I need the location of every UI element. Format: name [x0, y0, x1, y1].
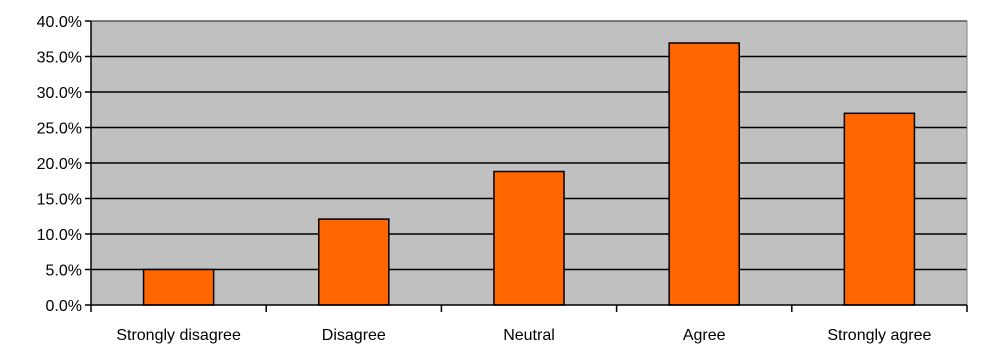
bar-strongly-agree: [843, 112, 916, 306]
y-tick-label: 20.0%: [37, 156, 82, 173]
y-tick-label: 35.0%: [37, 50, 82, 67]
bars: [142, 42, 916, 306]
bar-disagree: [318, 218, 390, 306]
bar-strongly-disagree: [142, 268, 215, 306]
y-tick-label: 0.0%: [46, 298, 82, 315]
y-tick-label: 5.0%: [46, 263, 82, 280]
y-tick-labels: 0.0% 5.0% 10.0% 15.0% 20.0% 25.0% 30.0% 35.0% 40…: [37, 14, 82, 315]
x-tick-label: Strongly disagree: [116, 327, 241, 344]
bar-agree: [668, 42, 740, 306]
y-tick-label: 10.0%: [37, 227, 82, 244]
y-tick-label: 30.0%: [37, 85, 82, 102]
x-tick-label: Strongly agree: [827, 327, 931, 344]
x-tick-label: Neutral: [503, 327, 555, 344]
y-tick-label: 15.0%: [37, 192, 82, 209]
x-tick-label: Agree: [683, 327, 726, 344]
y-tick-label: 40.0%: [37, 14, 82, 31]
x-tick-label: Disagree: [322, 327, 386, 344]
y-tick-label: 25.0%: [37, 121, 82, 138]
axes: [90, 20, 968, 312]
x-tick-labels: Strongly disagree Disagree Neutral Agree Str…: [116, 327, 931, 344]
bar-neutral: [493, 170, 565, 306]
